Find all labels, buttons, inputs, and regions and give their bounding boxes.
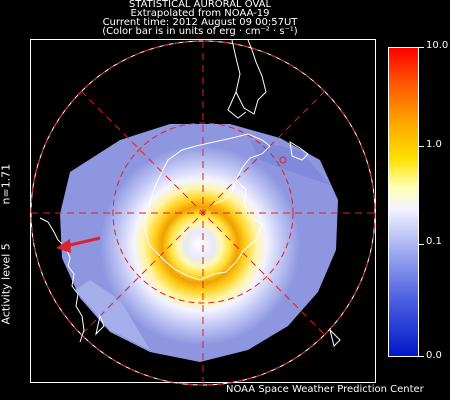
- chart-title: STATISTICAL AURORAL OVAL: [128, 0, 272, 10]
- colorbar-tick: [419, 47, 424, 48]
- station-marker: [279, 156, 287, 164]
- n-value-label: n=1.71: [0, 163, 13, 205]
- longitude-grid: [31, 41, 375, 385]
- credit-text: NOAA Space Weather Prediction Center: [226, 384, 424, 395]
- colorbar-tick: [419, 356, 424, 357]
- units-note: (Color bar is in units of erg · cm⁻² · s…: [102, 26, 298, 37]
- colorbar-label-min: 0.0: [426, 350, 442, 361]
- activity-level-label: Activity level 5: [0, 243, 13, 325]
- coastlines: [39, 39, 341, 347]
- colorbar: [388, 47, 419, 357]
- colorbar-label-one: 1.0: [426, 139, 442, 150]
- sun-direction-arrow: [56, 236, 101, 253]
- colorbar-tick: [419, 244, 424, 245]
- colorbar-tick: [419, 146, 424, 147]
- colorbar-label-tenth: 0.1: [426, 236, 442, 247]
- colorbar-label-max: 10.0: [426, 40, 449, 51]
- data-source: Extrapolated from NOAA-19: [130, 8, 270, 19]
- current-time: Current time: 2012 August 09 00:57UT: [102, 17, 298, 28]
- aurora-oval: [60, 124, 338, 362]
